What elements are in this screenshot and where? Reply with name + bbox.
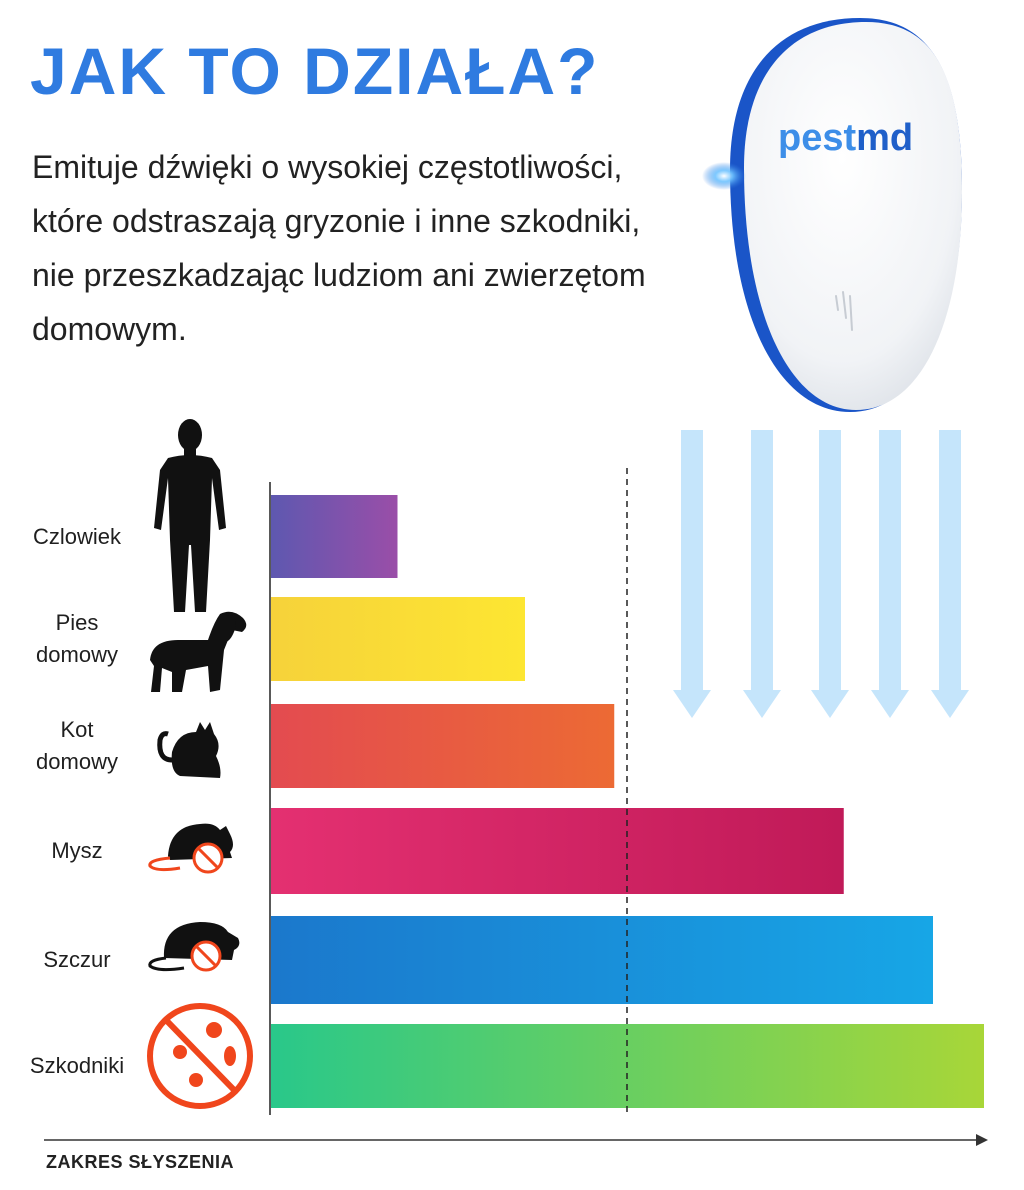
device-led-glow	[702, 162, 746, 190]
rat-icon	[148, 922, 240, 972]
category-label: Szkodniki	[29, 1053, 125, 1078]
category-label: Szczur	[43, 947, 111, 972]
category-label: Pies domowy	[36, 610, 118, 667]
category-label: Kot domowy	[36, 717, 118, 774]
page-title: JAK TO DZIAŁA?	[30, 34, 600, 108]
dog-icon	[150, 611, 247, 692]
page-subtitle: Emituje dźwięki o wysokiej częstotliwośc…	[32, 149, 646, 347]
pestmd-device-image: pestmd	[702, 18, 962, 412]
bar-rat	[271, 916, 933, 1004]
down-arrow-icon	[871, 430, 909, 718]
row-icons	[147, 419, 253, 1109]
bar-dog	[271, 597, 525, 681]
device-shell	[744, 22, 962, 410]
device-sound-lines-icon	[835, 291, 853, 331]
device-brand-md: md	[856, 117, 913, 159]
cat-icon	[157, 722, 221, 778]
no-pests-icon	[147, 1003, 253, 1109]
mouse-icon	[148, 823, 233, 874]
bars-group	[271, 495, 984, 1108]
down-arrow-icon	[743, 430, 781, 718]
down-arrow-icon	[931, 430, 969, 718]
device-brand: pestmd	[778, 117, 913, 159]
down-arrow-icon	[811, 430, 849, 718]
bar-mouse	[271, 808, 844, 894]
x-axis-label: ZAKRES SŁYSZENIA	[46, 1152, 235, 1172]
bar-person	[271, 495, 398, 578]
category-label: Mysz	[51, 838, 103, 863]
down-arrow-icon	[673, 430, 711, 718]
category-label: Czlowiek	[32, 523, 122, 549]
x-axis-arrow	[44, 1134, 988, 1146]
ultrasound-arrows	[673, 430, 969, 718]
person-icon	[154, 419, 226, 612]
device-brand-pest: pest	[778, 117, 856, 159]
bar-cat	[271, 704, 615, 788]
